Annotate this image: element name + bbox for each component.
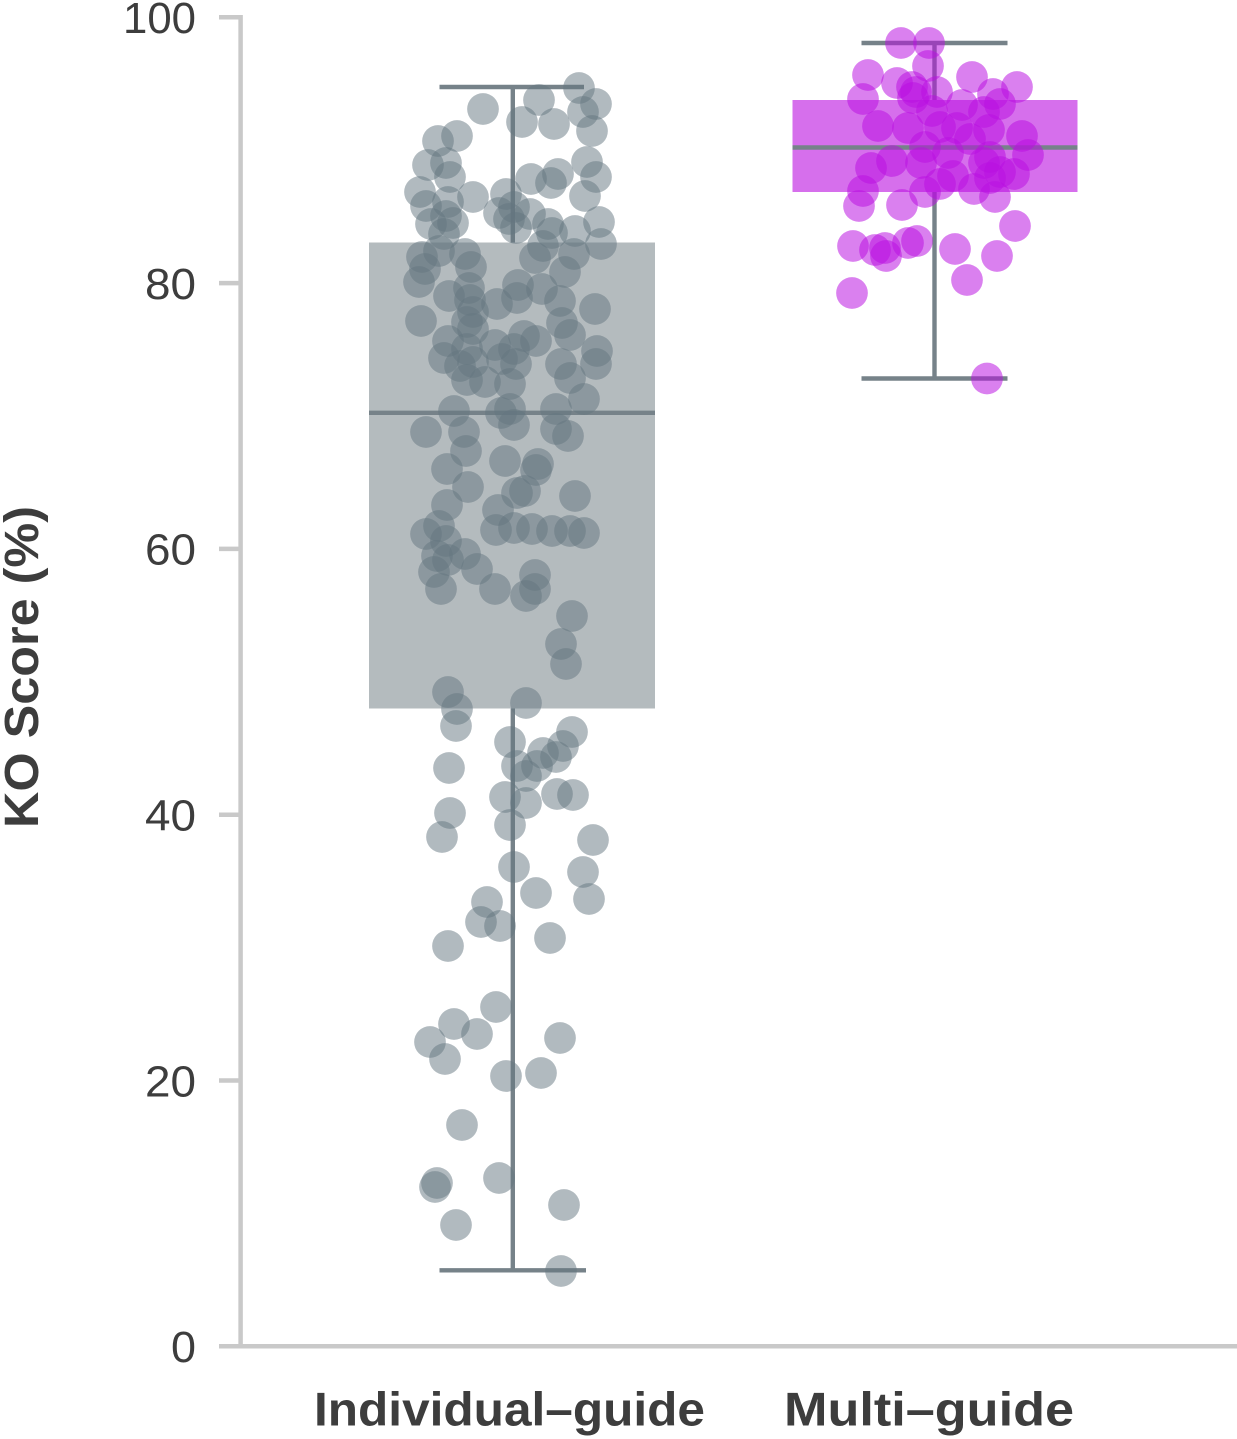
svg-text:60: 60 [145, 526, 196, 575]
svg-text:100: 100 [123, 0, 196, 43]
svg-text:Individual–guide: Individual–guide [314, 1383, 705, 1436]
svg-text:0: 0 [171, 1323, 196, 1372]
svg-text:Multi–guide: Multi–guide [784, 1383, 1074, 1436]
svg-text:40: 40 [145, 792, 196, 841]
svg-text:20: 20 [145, 1057, 196, 1106]
svg-text:80: 80 [145, 260, 196, 309]
svg-text:KO Score (%): KO Score (%) [0, 506, 49, 828]
